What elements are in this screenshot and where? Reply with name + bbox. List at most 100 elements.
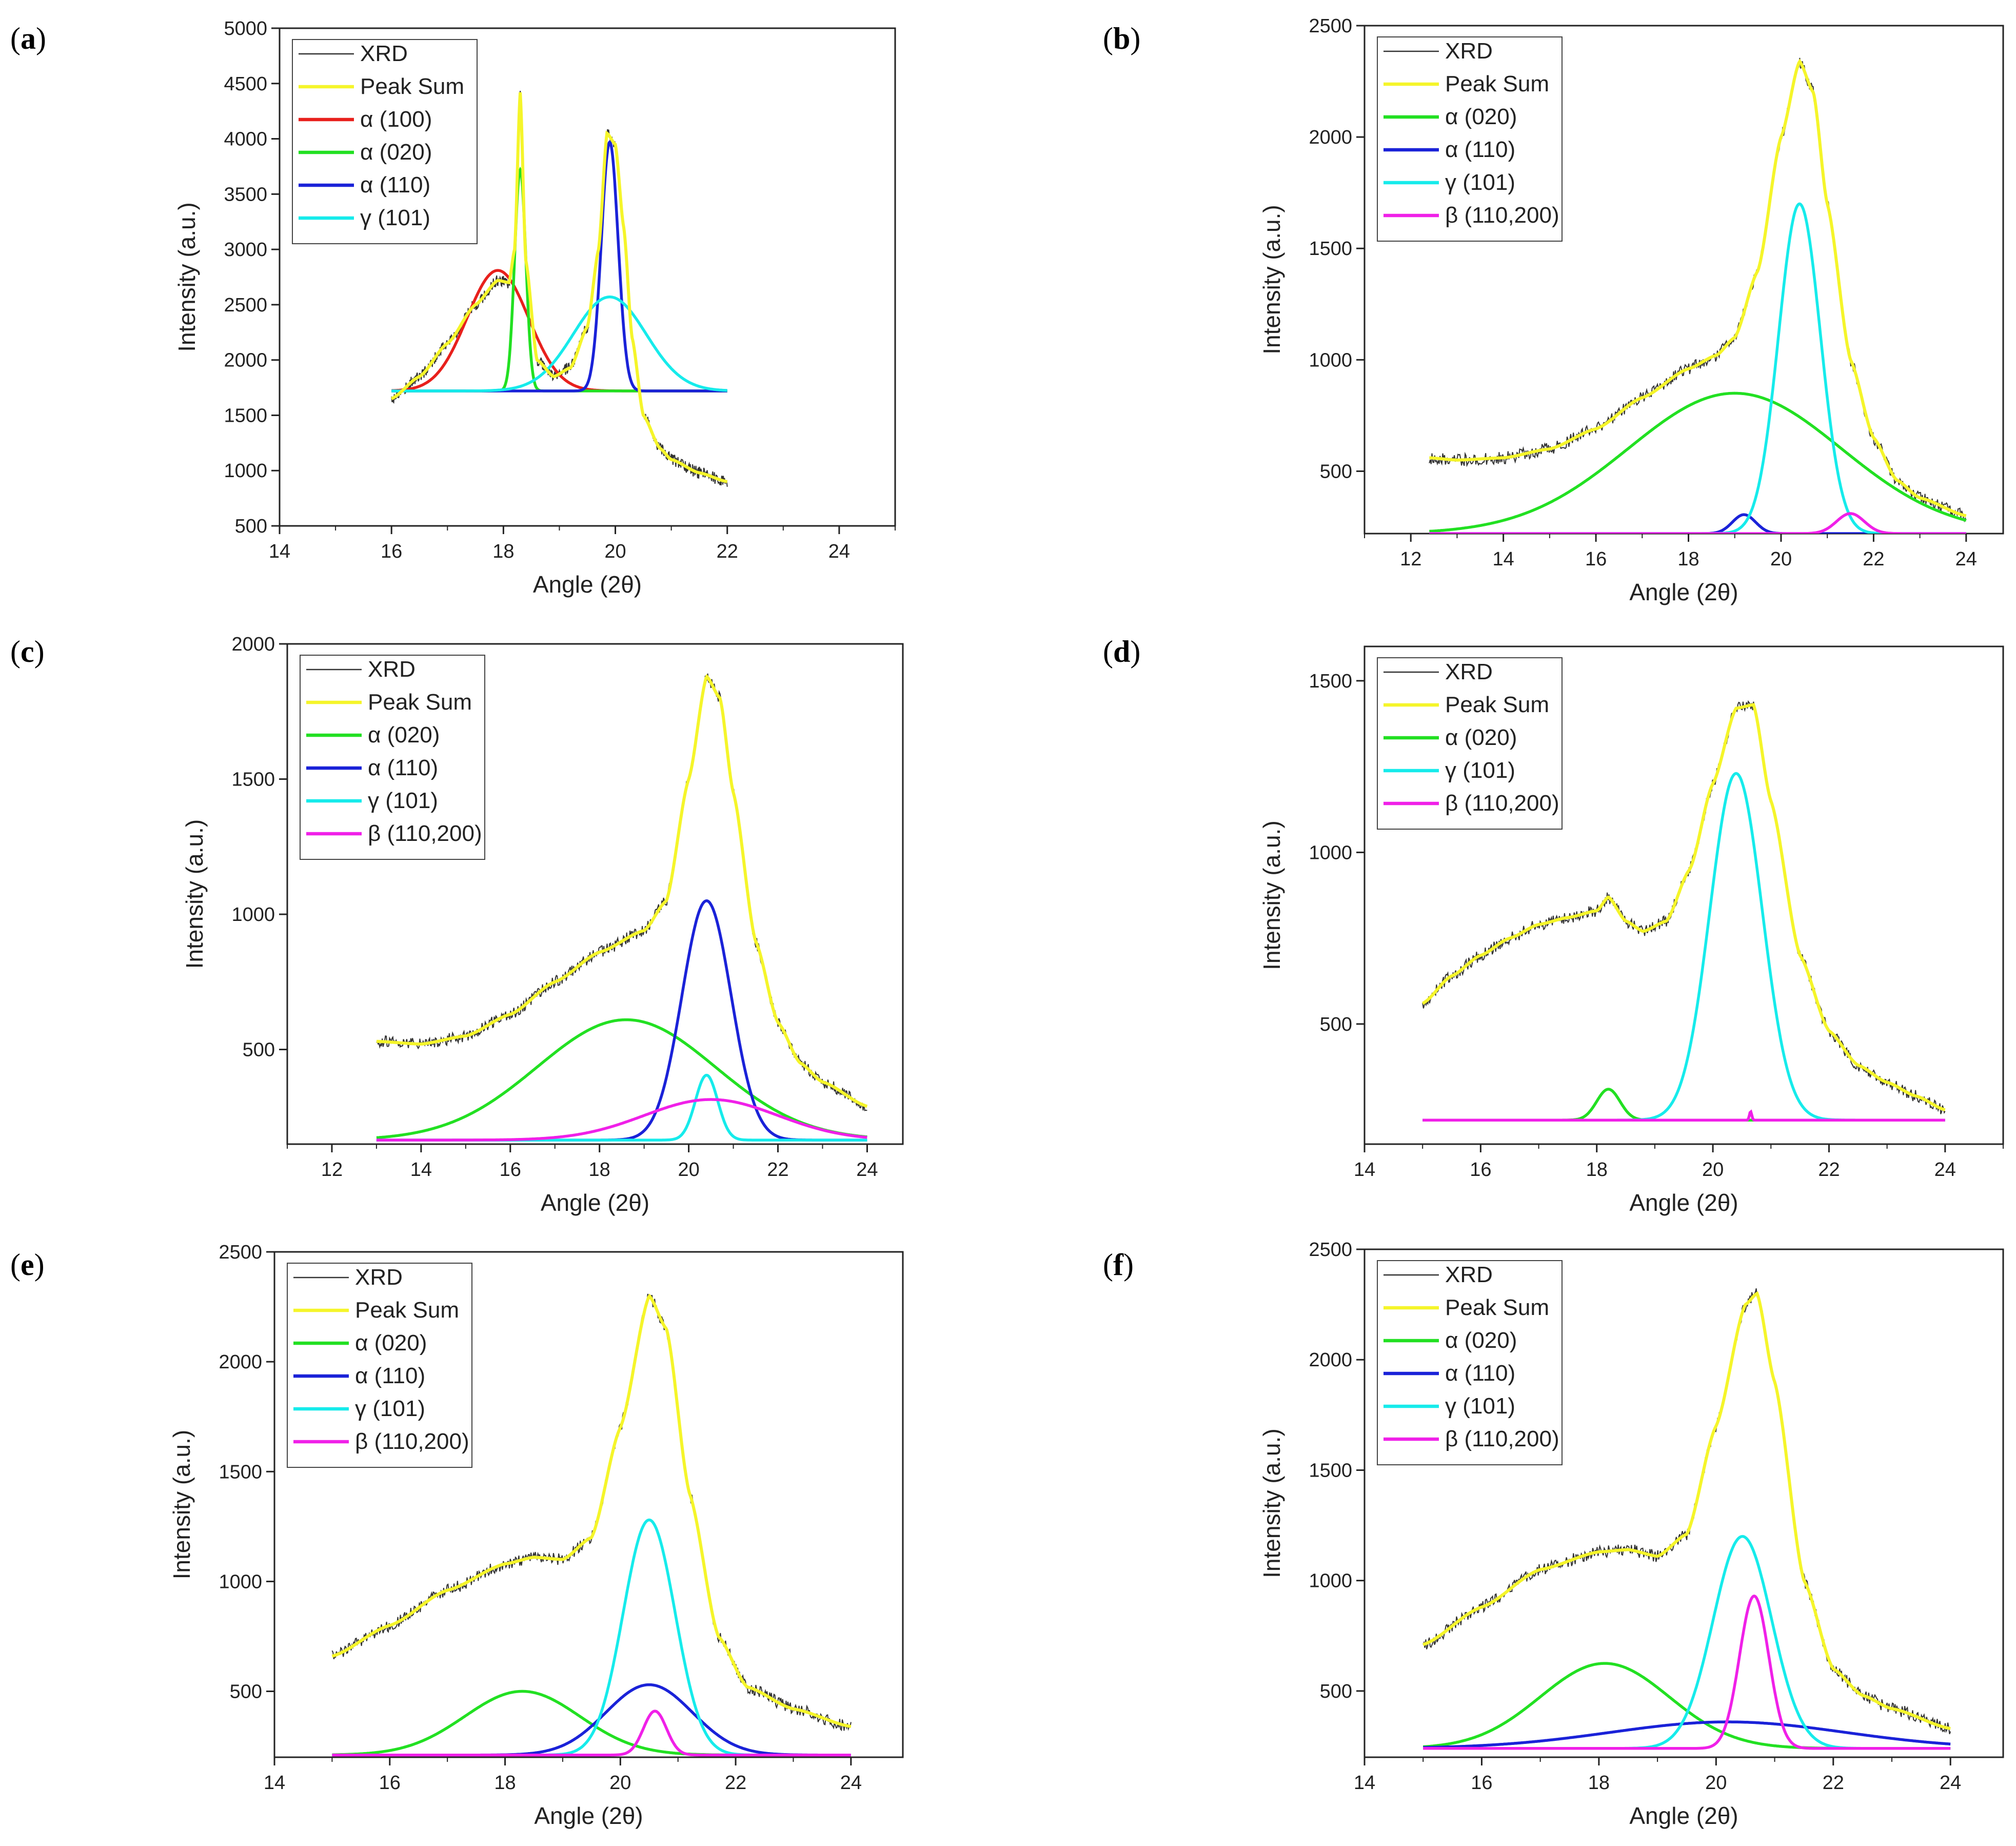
y-tick-label: 1500 bbox=[1309, 671, 1352, 692]
panel-d: (d) 14 16 18 20 22 24 500 1000 1500 Angle (2θ) Inte… bbox=[1103, 635, 2004, 1216]
y-tick-label: 1000 bbox=[1309, 1570, 1352, 1592]
legend-label: α (020) bbox=[1445, 104, 1517, 129]
legend-label: β (110,200) bbox=[368, 821, 482, 846]
legend-label: Peak Sum bbox=[355, 1298, 459, 1323]
legend-label: α (110) bbox=[1445, 137, 1515, 162]
y-tick-label: 500 bbox=[1320, 1681, 1352, 1702]
legend-label: γ (101) bbox=[355, 1396, 425, 1421]
y-axis-title: Intensity (a.u.) bbox=[181, 819, 208, 969]
legend: XRD Peak Sum α (020) γ (101) β (110,200) bbox=[1377, 657, 1563, 830]
legend-label: β (110,200) bbox=[1445, 203, 1559, 228]
x-tick-label: 22 bbox=[725, 1772, 746, 1794]
panel-label: (b) bbox=[1103, 22, 1140, 55]
series--110-200 bbox=[332, 1710, 851, 1757]
x-tick-label: 18 bbox=[589, 1159, 610, 1181]
panel-label: (f) bbox=[1103, 1248, 1134, 1282]
y-axis-title: Intensity (a.u.) bbox=[1258, 205, 1285, 354]
series-peak-sum bbox=[391, 92, 728, 483]
series--020 bbox=[1429, 391, 1967, 533]
x-tick-label: 22 bbox=[1863, 548, 1884, 570]
panel-b: (b) 12 14 16 18 20 22 24 500 1000 1500 2000 2500 Angl… bbox=[1103, 15, 2004, 605]
legend-label: XRD bbox=[360, 41, 408, 66]
x-axis-title: Angle (2θ) bbox=[533, 571, 642, 598]
x-tick-label: 20 bbox=[604, 541, 626, 562]
x-tick-label: 22 bbox=[767, 1159, 788, 1181]
x-tick-label: 20 bbox=[1705, 1772, 1727, 1794]
x-axis-title: Angle (2θ) bbox=[541, 1189, 649, 1216]
plot-frame bbox=[286, 643, 904, 1145]
y-tick-label: 2000 bbox=[231, 634, 275, 655]
legend-label: α (020) bbox=[368, 722, 440, 748]
legend-label: γ (101) bbox=[368, 788, 438, 813]
legend-box bbox=[1377, 1260, 1563, 1465]
x-tick-label: 14 bbox=[1493, 548, 1514, 570]
legend-label: γ (101) bbox=[360, 205, 430, 230]
y-tick-label: 4500 bbox=[224, 73, 267, 95]
y-tick-label: 1500 bbox=[219, 1461, 262, 1483]
y-tick-label: 2500 bbox=[219, 1242, 262, 1263]
panel-c: (c) 12 14 16 18 20 22 24 500 1000 1500 2000 Angle (2… bbox=[10, 634, 904, 1216]
y-axis-title: Intensity (a.u.) bbox=[1258, 1428, 1285, 1578]
y-tick-label: 500 bbox=[1320, 1014, 1352, 1035]
legend: XRD Peak Sum α (020) α (110) γ (101) β (110,2… bbox=[1377, 36, 1563, 242]
x-tick-label: 14 bbox=[1354, 1159, 1375, 1181]
series--101 bbox=[376, 1073, 867, 1142]
legend-label: α (100) bbox=[360, 107, 432, 132]
legend-label: α (110) bbox=[1445, 1361, 1515, 1386]
legend-label: α (020) bbox=[360, 140, 432, 165]
plot-frame bbox=[1363, 645, 2004, 1145]
x-axis-title: Angle (2θ) bbox=[1629, 1189, 1738, 1216]
x-tick-label: 20 bbox=[1702, 1159, 1724, 1181]
x-tick-label: 12 bbox=[321, 1159, 343, 1181]
legend-label: γ (101) bbox=[1445, 1393, 1515, 1419]
x-tick-label: 14 bbox=[269, 541, 290, 562]
legend-label: XRD bbox=[1445, 659, 1493, 684]
plot-frame bbox=[1363, 1248, 2004, 1758]
x-tick-label: 16 bbox=[1471, 1772, 1492, 1794]
x-tick-label: 14 bbox=[1354, 1772, 1375, 1794]
x-tick-label: 18 bbox=[1588, 1772, 1610, 1794]
y-tick-label: 1500 bbox=[231, 769, 275, 791]
y-tick-label: 1000 bbox=[1309, 842, 1352, 863]
series--101 bbox=[1429, 202, 1966, 534]
legend-label: Peak Sum bbox=[360, 74, 464, 99]
x-tick-label: 24 bbox=[1934, 1159, 1956, 1181]
x-tick-label: 22 bbox=[1823, 1772, 1844, 1794]
panel-a: (a) 14 16 18 20 22 24 500 1000 1500 2000 2500 3000 35… bbox=[10, 18, 896, 598]
y-tick-label: 500 bbox=[230, 1681, 262, 1703]
x-tick-label: 24 bbox=[840, 1772, 862, 1794]
y-tick-label: 1500 bbox=[1309, 1460, 1352, 1481]
x-tick-label: 20 bbox=[1770, 548, 1792, 570]
legend-box bbox=[292, 39, 478, 244]
legend-label: Peak Sum bbox=[368, 690, 472, 715]
legend-label: α (110) bbox=[368, 755, 438, 780]
x-tick-label: 20 bbox=[678, 1159, 699, 1181]
plot-frame bbox=[279, 27, 896, 527]
y-tick-label: 4000 bbox=[224, 129, 267, 150]
y-tick-label: 2000 bbox=[219, 1351, 262, 1373]
legend: XRD Peak Sum α (020) α (110) γ (101) β (110,2… bbox=[300, 655, 485, 860]
x-tick-label: 22 bbox=[717, 541, 738, 562]
legend-label: α (110) bbox=[355, 1363, 425, 1388]
legend-label: XRD bbox=[355, 1265, 403, 1290]
y-tick-label: 500 bbox=[1320, 461, 1352, 482]
x-tick-label: 16 bbox=[381, 541, 402, 562]
x-axis-title: Angle (2θ) bbox=[1629, 579, 1738, 605]
x-axis-title: Angle (2θ) bbox=[1629, 1802, 1738, 1829]
y-axis-title: Intensity (a.u.) bbox=[173, 202, 200, 351]
legend-label: XRD bbox=[368, 657, 416, 682]
series--101 bbox=[391, 296, 727, 392]
panel-label: (d) bbox=[1103, 635, 1140, 669]
legend-label: α (020) bbox=[355, 1330, 427, 1356]
legend-box bbox=[300, 655, 485, 860]
legend: XRD Peak Sum α (020) α (110) γ (101) β (110,2… bbox=[287, 1263, 472, 1468]
x-tick-label: 24 bbox=[1940, 1772, 1961, 1794]
panel-f: (f) 14 16 18 20 22 24 500 1000 1500 2000 2500 Angle … bbox=[1103, 1239, 2004, 1829]
legend-label: α (110) bbox=[360, 172, 430, 198]
legend-box bbox=[1377, 36, 1563, 242]
plot-area bbox=[1422, 1288, 1951, 1750]
legend-label: α (020) bbox=[1445, 1328, 1517, 1353]
series--110-200 bbox=[1429, 512, 1966, 534]
series--020 bbox=[1422, 1088, 1945, 1122]
plot-area bbox=[1429, 57, 1967, 534]
